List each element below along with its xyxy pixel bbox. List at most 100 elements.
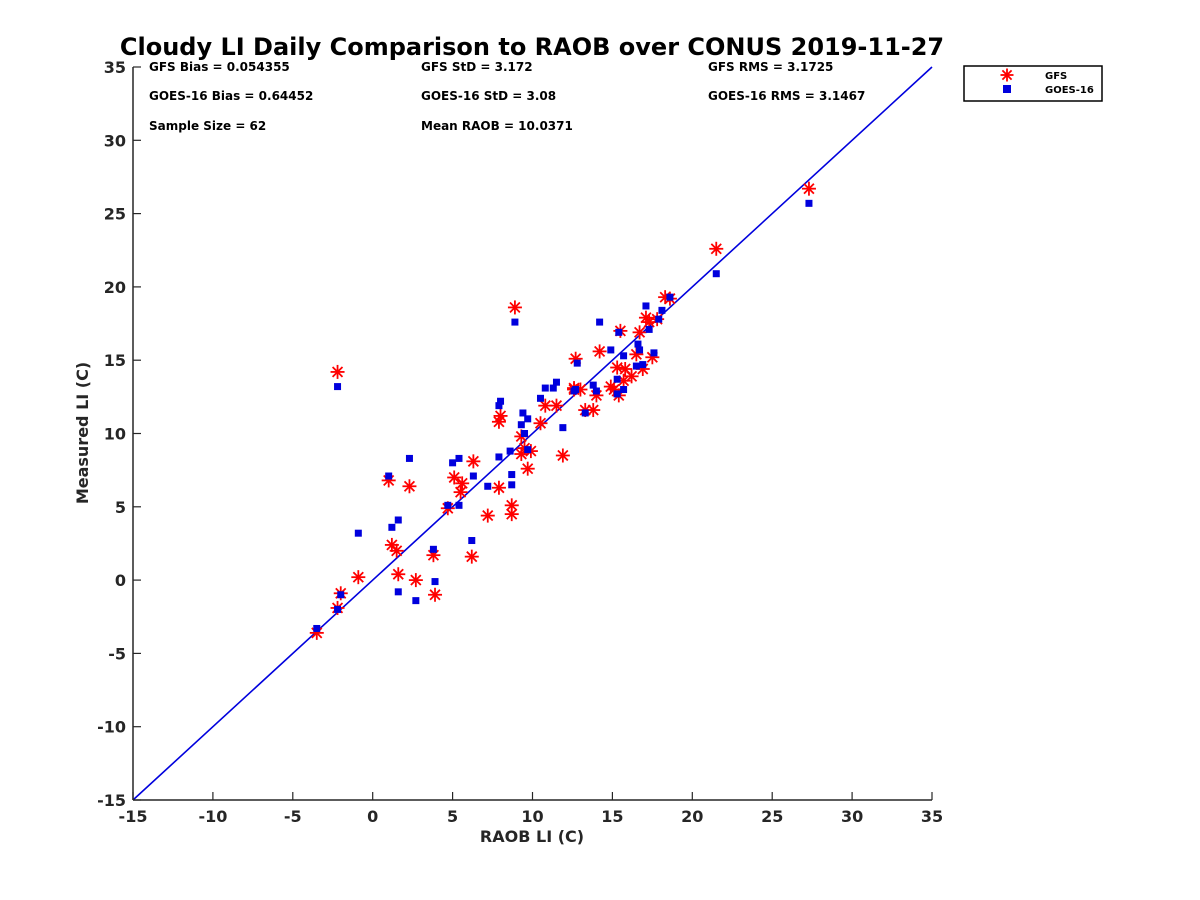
gfs-point-16 xyxy=(464,549,479,564)
goes-16-point-51 xyxy=(645,325,653,333)
gfs-point-21 xyxy=(493,408,508,423)
gfs-point-46 xyxy=(632,325,647,340)
x-tick-label-2: -5 xyxy=(284,807,302,826)
goes-16-point-25 xyxy=(511,318,519,326)
goes-16-point-19 xyxy=(495,453,503,461)
goes-16-point-26 xyxy=(517,421,525,429)
goes-16-point-4 xyxy=(385,472,393,480)
goes-16-point-16 xyxy=(468,537,476,545)
goes-16-point-24 xyxy=(508,481,516,489)
stat-r2-c0: Sample Size = 62 xyxy=(149,119,266,133)
goes-16-point-18 xyxy=(484,482,492,490)
goes-16-point-1 xyxy=(334,605,342,613)
gfs-point-25 xyxy=(514,447,529,462)
y-axis-label: Measured LI (C) xyxy=(73,362,92,504)
stat-r1-c2: GOES-16 RMS = 3.1467 xyxy=(708,89,865,103)
goes-16-point-22 xyxy=(506,447,514,455)
x-tick-label-7: 20 xyxy=(681,807,703,826)
y-tick-label-9: 30 xyxy=(104,131,126,150)
goes-16-point-6 xyxy=(394,516,402,524)
gfs-point-38 xyxy=(592,344,607,359)
gfs-point-15 xyxy=(455,476,470,491)
goes-16-point-45 xyxy=(620,352,628,360)
gfs-point-14 xyxy=(453,485,468,500)
goes-16-point-60 xyxy=(521,430,529,437)
x-tick-label-3: 0 xyxy=(367,807,378,826)
x-tick-label-1: -10 xyxy=(198,807,227,826)
x-tick-label-6: 15 xyxy=(601,807,623,826)
goes-16-series xyxy=(313,199,813,632)
gfs-point-24 xyxy=(507,300,522,315)
legend-box xyxy=(963,65,1103,102)
goes-16-point-23 xyxy=(508,471,516,479)
goes-16-point-5 xyxy=(388,523,396,531)
statistics-annotations: GFS Bias = 0.054355 GFS StD = 3.172 GFS RM… xyxy=(149,60,865,133)
axes: -15 -10 -5 0 5 10 15 20 25 30 35 -15 -10 -5 0 5 10 15 20 25… xyxy=(97,58,943,826)
goes-16-point-54 xyxy=(658,306,666,314)
legend-goes-16-marker xyxy=(1003,85,1011,93)
goes-16-point-44 xyxy=(615,328,623,336)
y-tick-label-2: -5 xyxy=(108,644,126,663)
goes-16-point-59 xyxy=(572,386,580,394)
goes-16-point-14 xyxy=(455,454,463,462)
x-axis-label: RAOB LI (C) xyxy=(480,827,584,846)
stat-r2-c1: Mean RAOB = 10.0371 xyxy=(421,119,573,133)
goes-16-point-12 xyxy=(444,501,452,509)
goes-16-point-46 xyxy=(620,386,628,394)
y-tick-label-4: 5 xyxy=(115,498,126,517)
one-to-one-line xyxy=(132,66,933,801)
stat-r0-c1: GFS StD = 3.172 xyxy=(421,60,533,74)
gfs-point-6 xyxy=(389,543,404,558)
reference-line-group xyxy=(132,66,933,801)
gfs-point-31 xyxy=(549,398,564,413)
gfs-point-29 xyxy=(533,416,548,431)
goes-16-point-58 xyxy=(334,383,342,391)
y-tick-label-7: 20 xyxy=(104,278,126,297)
goes-16-point-32 xyxy=(549,384,557,392)
y-tick-label-6: 15 xyxy=(104,351,126,370)
legend-label-gfs: GFS xyxy=(1045,71,1067,82)
goes-16-point-43 xyxy=(613,390,621,398)
goes-16-point-31 xyxy=(541,384,549,392)
goes-16-point-8 xyxy=(405,454,413,462)
goes-16-point-21 xyxy=(497,397,505,405)
x-tick-label-0: -15 xyxy=(119,807,148,826)
x-tick-label-9: 30 xyxy=(841,807,863,826)
legend: GFS GOES-16 xyxy=(963,65,1103,102)
goes-16-point-13 xyxy=(449,459,457,467)
gfs-point-54 xyxy=(801,181,816,196)
goes-16-point-39 xyxy=(592,387,600,395)
gfs-point-57 xyxy=(624,369,639,384)
gfs-point-32 xyxy=(555,448,570,463)
gfs-point-28 xyxy=(520,461,535,476)
y-tick-label-0: -15 xyxy=(97,791,126,810)
stat-r0-c0: GFS Bias = 0.054355 xyxy=(149,60,290,74)
x-tick-label-10: 35 xyxy=(921,807,943,826)
goes-16-point-40 xyxy=(596,318,604,326)
gfs-point-11 xyxy=(428,587,443,602)
gfs-point-55 xyxy=(330,364,345,379)
goes-16-point-27 xyxy=(519,409,527,417)
gfs-point-17 xyxy=(466,454,481,469)
goes-16-point-3 xyxy=(354,529,362,537)
goes-16-point-48 xyxy=(634,340,642,348)
goes-16-point-41 xyxy=(607,346,615,354)
y-tick-label-1: -10 xyxy=(97,718,126,737)
goes-16-point-61 xyxy=(636,346,644,354)
goes-16-point-36 xyxy=(573,359,581,367)
legend-label-goes-16: GOES-16 xyxy=(1045,85,1094,96)
legend-gfs-marker xyxy=(1000,68,1014,82)
goes-16-point-42 xyxy=(613,375,621,383)
gfs-point-19 xyxy=(491,480,506,495)
gfs-point-30 xyxy=(538,398,553,413)
goes-16-point-10 xyxy=(429,545,437,553)
gfs-point-53 xyxy=(709,241,724,256)
stat-r0-c2: GFS RMS = 3.1725 xyxy=(708,60,833,74)
goes-16-point-11 xyxy=(431,578,439,586)
stat-r1-c0: GOES-16 Bias = 0.64452 xyxy=(149,89,313,103)
goes-16-point-52 xyxy=(650,349,658,357)
goes-16-point-38 xyxy=(589,381,597,389)
goes-16-point-33 xyxy=(552,378,560,386)
y-tick-label-10: 35 xyxy=(104,58,126,77)
